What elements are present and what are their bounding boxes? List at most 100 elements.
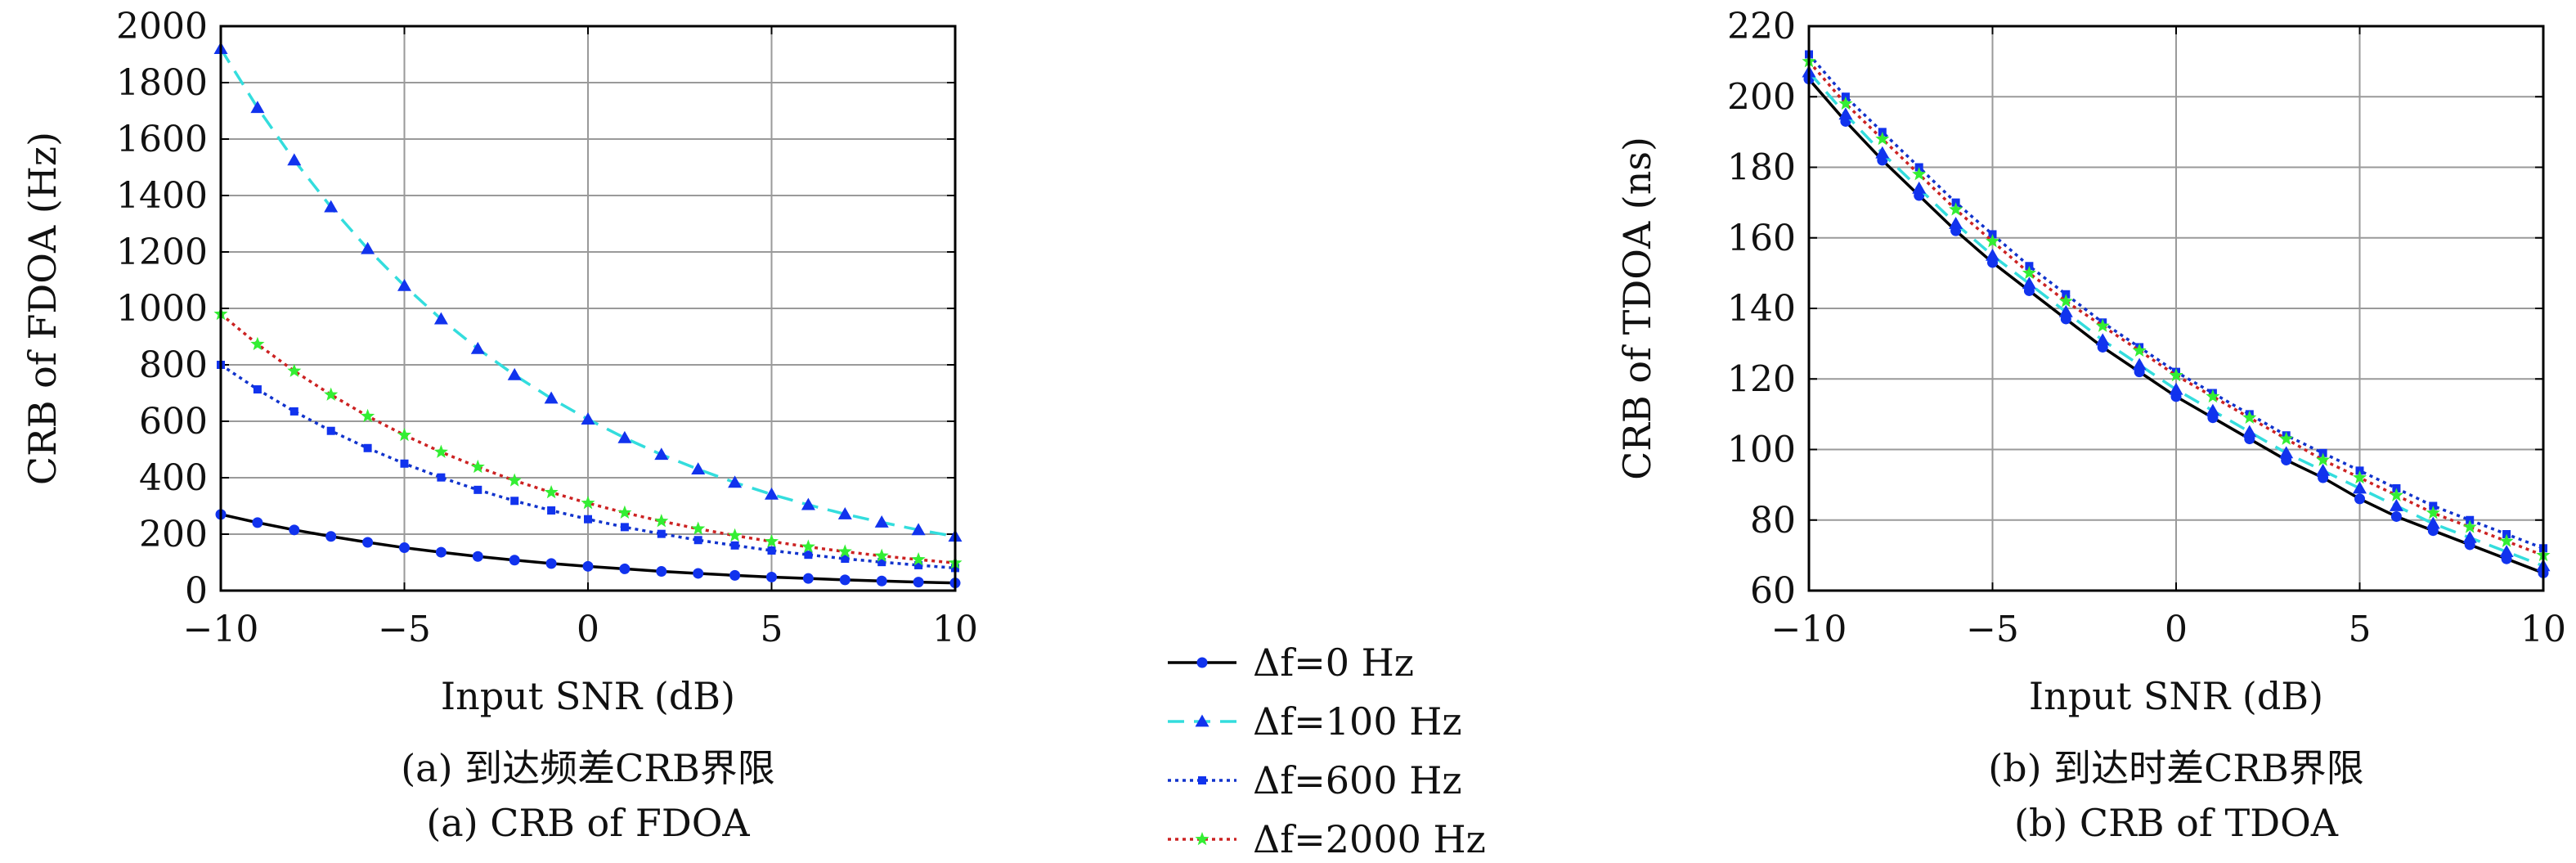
- data-point: [287, 363, 302, 377]
- data-point: [728, 528, 743, 542]
- data-point: [250, 101, 265, 114]
- data-point: [839, 574, 850, 586]
- data-point: [654, 514, 669, 528]
- data-point: [2022, 265, 2036, 280]
- series-line: [220, 363, 956, 570]
- x-tick-label: −10: [1771, 609, 1847, 650]
- x-tick-label: 0: [2165, 609, 2188, 650]
- data-point: [287, 153, 302, 166]
- data-point: [544, 391, 559, 404]
- data-point: [252, 517, 263, 528]
- data-point: [2316, 463, 2331, 476]
- data-point: [693, 568, 704, 579]
- data-point: [437, 473, 446, 482]
- data-point: [2242, 410, 2257, 424]
- data-point: [1875, 146, 1890, 159]
- data-point: [400, 459, 409, 468]
- data-point: [728, 475, 743, 488]
- data-point: [911, 523, 926, 536]
- data-point: [2462, 519, 2477, 533]
- data-point: [250, 336, 265, 351]
- data-point: [2499, 545, 2514, 557]
- data-point: [2132, 357, 2147, 371]
- x-axis-label: Input SNR (dB): [441, 674, 735, 718]
- data-point: [435, 546, 447, 558]
- data-point: [507, 367, 522, 380]
- data-point: [2279, 446, 2294, 459]
- series-1: [213, 42, 963, 542]
- legend-marker: [1196, 657, 1208, 668]
- series-0: [215, 509, 961, 589]
- y-tick-label: 220: [1727, 6, 1796, 47]
- data-point: [1912, 167, 1927, 181]
- data-point: [657, 529, 666, 538]
- x-axis-label: Input SNR (dB): [2029, 674, 2323, 718]
- y-tick-label: 1600: [116, 119, 208, 160]
- data-point: [399, 542, 410, 554]
- data-point: [584, 515, 592, 524]
- caption-english: (b) CRB of TDOA: [2014, 801, 2339, 845]
- data-point: [911, 552, 926, 566]
- data-point: [619, 563, 631, 574]
- y-tick-label: 160: [1727, 218, 1796, 259]
- data-point: [289, 407, 298, 416]
- y-tick-label: 60: [1750, 570, 1796, 612]
- data-point: [617, 430, 632, 443]
- data-point: [289, 524, 300, 536]
- data-point: [2316, 452, 2331, 466]
- y-tick-label: 140: [1727, 288, 1796, 330]
- data-point: [253, 385, 262, 394]
- data-point: [837, 507, 852, 519]
- data-point: [510, 497, 519, 506]
- legend-marker: [1195, 832, 1209, 846]
- data-point: [2462, 530, 2477, 543]
- data-point: [2242, 425, 2257, 438]
- data-point: [1838, 107, 1853, 120]
- data-point: [837, 544, 852, 558]
- data-point: [2279, 431, 2294, 445]
- data-point: [1985, 234, 2000, 248]
- data-point: [361, 408, 375, 423]
- data-point: [509, 555, 520, 566]
- data-point: [914, 560, 923, 569]
- legend-item: Δf=0 Hz: [1168, 641, 1414, 685]
- data-point: [802, 573, 814, 584]
- y-tick-label: 120: [1727, 358, 1796, 400]
- data-point: [324, 387, 339, 401]
- data-point: [874, 548, 889, 562]
- data-point: [620, 523, 629, 532]
- data-point: [2169, 367, 2183, 382]
- x-tick-label: 10: [2520, 609, 2566, 650]
- data-point: [2132, 343, 2147, 357]
- caption-english: (a) CRB of FDOA: [426, 801, 750, 845]
- data-point: [581, 412, 595, 425]
- data-point: [362, 537, 374, 548]
- data-point: [2169, 382, 2183, 395]
- plot-frame: [219, 25, 957, 592]
- y-tick-label: 100: [1727, 429, 1796, 471]
- legend-marker: [1195, 714, 1209, 727]
- data-point: [801, 497, 815, 510]
- data-point: [547, 506, 556, 515]
- x-tick-label: 5: [761, 609, 783, 650]
- data-point: [1875, 132, 1890, 146]
- data-point: [2426, 516, 2440, 529]
- data-point: [2095, 318, 2110, 332]
- data-point: [876, 575, 887, 587]
- data-point: [766, 571, 777, 582]
- data-point: [326, 426, 335, 435]
- data-point: [433, 444, 448, 458]
- data-point: [470, 459, 485, 474]
- data-point: [544, 484, 559, 499]
- data-point: [397, 427, 412, 442]
- y-tick-label: 1400: [116, 175, 208, 217]
- y-tick-label: 200: [1727, 76, 1796, 118]
- data-point: [729, 569, 741, 581]
- x-tick-label: 0: [577, 609, 599, 650]
- data-point: [473, 485, 482, 494]
- data-point: [2426, 506, 2440, 519]
- caption-chinese: (b) 到达时差CRB界限: [1988, 746, 2364, 790]
- x-tick-label: −5: [378, 609, 431, 650]
- x-tick-label: 5: [2349, 609, 2372, 650]
- data-point: [617, 505, 632, 519]
